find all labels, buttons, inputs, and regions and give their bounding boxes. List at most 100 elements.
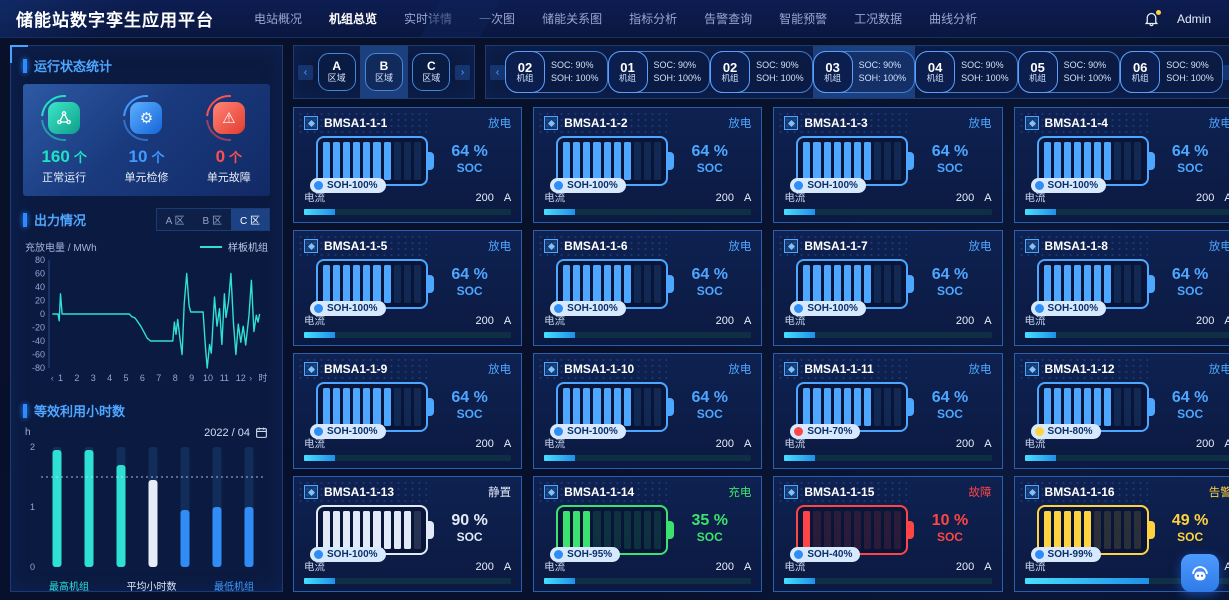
zone-tab[interactable]: B 区 [202, 216, 222, 227]
battery-segment [333, 511, 341, 549]
bms-name: BMSA1-1-7 [804, 239, 868, 253]
stat-value: 10 个 [128, 147, 165, 166]
soc-readout: 64 % SOC [1171, 266, 1209, 298]
assistant-robot-button[interactable] [1181, 554, 1219, 592]
area-next-arrow[interactable]: › [455, 64, 470, 80]
battery-segment [383, 511, 391, 549]
bms-card[interactable]: BMSA1-1-15 故障 SOH-40% 10 % SOC 电流 200 A [773, 476, 1003, 592]
nav-item[interactable]: 智能预警 [779, 12, 828, 26]
zone-tab[interactable]: A 区 [165, 216, 185, 227]
current-value: 200 [1196, 315, 1215, 327]
unit-cube-icon [784, 116, 799, 130]
current-value: 200 [955, 192, 975, 204]
svg-text:4: 4 [107, 373, 112, 383]
nav-item[interactable]: 电站概况 [254, 12, 303, 26]
area-option[interactable]: B 区域 [360, 46, 408, 98]
unit-option[interactable]: 03 机组 SOC: 90% SOH: 100% [812, 46, 916, 98]
area-option[interactable]: C 区域 [408, 46, 455, 98]
bms-card[interactable]: BMSA1-1-5 放电 SOH-100% 64 % SOC 电流 200 A [293, 230, 523, 346]
soh-badge: SOH-100% [550, 178, 626, 193]
bms-card[interactable]: BMSA1-1-3 放电 SOH-100% 64 % SOC 电流 200 A [773, 107, 1003, 223]
bms-card[interactable]: BMSA1-1-4 放电 SOH-100% 64 % SOC 电流 200 A [1013, 107, 1229, 223]
unit-option[interactable]: 01 机组 SOC: 90% SOH: 100% [607, 46, 711, 98]
area-prev-arrow[interactable]: ‹ [298, 64, 313, 80]
nav-item[interactable]: 储能关系图 [542, 12, 603, 26]
nav-item[interactable]: 工况数据 [854, 12, 903, 26]
current-unit: A [984, 192, 992, 204]
bms-card[interactable]: BMSA1-1-7 放电 SOH-100% 64 % SOC 电流 200 A [773, 230, 1003, 346]
unit-cube-icon [544, 239, 559, 253]
svg-text:9: 9 [189, 373, 194, 383]
battery-segment [373, 511, 381, 549]
title-bar-decoration [23, 403, 27, 418]
bms-card[interactable]: BMSA1-1-12 放电 SOH-80% 64 % SOC 电流 200 A [1013, 353, 1229, 469]
unit-cube-icon [1024, 239, 1039, 253]
current-progress-bar [544, 455, 752, 461]
current-label: 电流 [544, 192, 566, 204]
svg-text:-20: -20 [32, 323, 45, 333]
notification-bell-icon[interactable] [1143, 9, 1161, 28]
current-label: 电流 [784, 438, 806, 450]
battery-segment [874, 265, 882, 303]
soc-readout: 64 % SOC [691, 143, 728, 175]
battery-segment [593, 511, 601, 549]
battery-segment [593, 388, 601, 426]
bms-card[interactable]: BMSA1-1-11 放电 SOH-70% 64 % SOC 电流 200 A [773, 353, 1003, 469]
nav-item[interactable]: 指标分析 [629, 12, 678, 26]
bms-name: BMSA1-1-11 [804, 362, 874, 376]
nav-item[interactable]: 曲线分析 [929, 12, 978, 26]
bms-card[interactable]: BMSA1-1-16 告警 SOH-99% 49 %SOC 电流 209 A [1013, 476, 1229, 592]
bms-card[interactable]: BMSA1-1-1 放电 SOH-100% 64 % SOC 电流 200 A [293, 107, 523, 223]
battery-segment [353, 265, 361, 303]
bms-card[interactable]: BMSA1-1-6 放电 SOH-100% 64 % SOC 电流 200 A [533, 230, 763, 346]
bms-card[interactable]: BMSA1-1-9 放电 SOH-100% 64 % SOC 电流 200 A [293, 353, 523, 469]
unit-prev-arrow[interactable]: ‹ [490, 64, 505, 80]
battery-segment [803, 265, 811, 303]
battery-segment [843, 511, 851, 549]
unit-next-arrow[interactable]: › [1222, 64, 1229, 80]
battery-segment [363, 511, 371, 549]
soh-badge: SOH-100% [1030, 178, 1107, 193]
battery-segment [1094, 265, 1102, 303]
current-label: 电流 [304, 192, 325, 204]
bms-name: BMSA1-1-4 [1044, 116, 1108, 130]
nav-item[interactable]: 告警查询 [704, 12, 753, 26]
battery-segment [1063, 265, 1071, 303]
unit-option[interactable]: 02 机组 SOC: 90% SOH: 100% [710, 46, 813, 98]
soh-badge: SOH-100% [310, 178, 386, 193]
stat-label: 单元检修 [124, 172, 169, 184]
bms-card[interactable]: BMSA1-1-10 放电 SOH-100% 64 % SOC 电流 200 A [533, 353, 763, 469]
battery-segment [403, 511, 411, 549]
svg-text:›: › [249, 373, 252, 383]
current-value: 200 [955, 315, 975, 327]
svg-text:80: 80 [35, 255, 45, 265]
unit-option[interactable]: 02 机组 SOC: 90% SOH: 100% [505, 46, 608, 98]
current-value: 200 [955, 561, 975, 573]
unit-cube-icon [544, 116, 559, 130]
unit-option[interactable]: 06 机组 SOC: 90% SOH: 100% [1120, 46, 1223, 98]
bar-chart-group-labels: 最高机组 平均小时数 最低机组 [23, 578, 270, 593]
zone-tab[interactable]: C 区 [231, 209, 269, 230]
nav-item[interactable]: 机组总览 [329, 12, 378, 26]
bms-card[interactable]: BMSA1-1-8 放电 SOH-100% 64 % SOC 电流 200 A [1013, 230, 1229, 346]
svg-text:0: 0 [30, 562, 35, 572]
current-progress-bar [1024, 455, 1229, 461]
unit-option[interactable]: 05 机组 SOC: 90% SOH: 100% [1017, 46, 1121, 98]
area-option[interactable]: A 区域 [313, 46, 360, 98]
battery-segment [813, 142, 821, 180]
group-label: 最低机组 [214, 582, 254, 593]
current-unit: A [1224, 438, 1229, 450]
date-picker[interactable]: 2022 / 04 [204, 426, 268, 439]
bms-card[interactable]: BMSA1-1-2 放电 SOH-100% 64 % SOC 电流 200 A [533, 107, 763, 223]
bms-name: BMSA1-1-1 [324, 116, 388, 130]
battery-segment [1094, 142, 1102, 180]
battery-segment [843, 142, 851, 180]
battery-icon [796, 259, 909, 309]
battery-segment [843, 388, 851, 426]
unit-option[interactable]: 04 机组 SOC: 90% SOH: 100% [915, 46, 1018, 98]
battery-segment [1124, 511, 1132, 549]
bms-card[interactable]: BMSA1-1-14 充电 SOH-95% 35 % SOC 电流 200 A [533, 476, 763, 592]
bms-card[interactable]: BMSA1-1-13 静置 SOH-100% 90 % SOC 电流 200 A [293, 476, 523, 592]
user-menu[interactable]: Admin [1176, 11, 1211, 26]
warning-icon: ⚠ [212, 102, 245, 134]
